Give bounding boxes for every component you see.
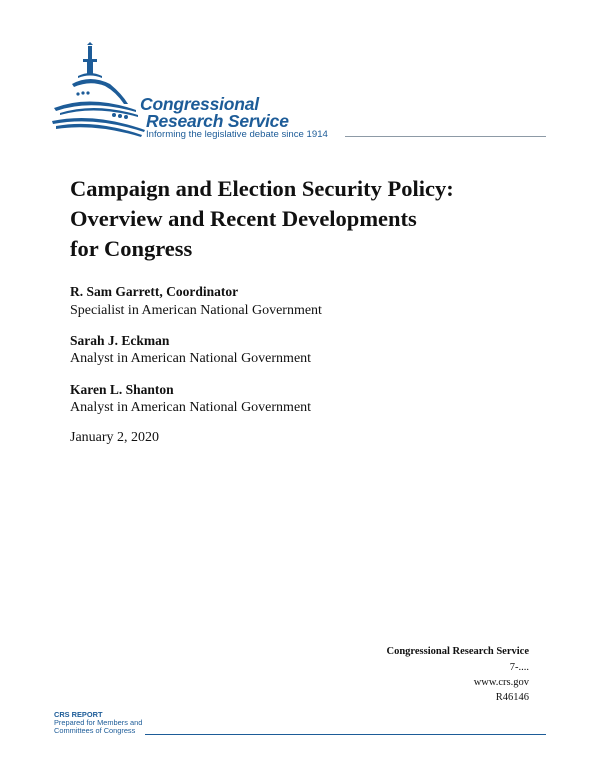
title-line: for Congress	[70, 236, 193, 261]
publisher-website[interactable]: www.crs.gov	[473, 677, 529, 688]
title-line: Campaign and Election Security Policy:	[70, 176, 454, 201]
publisher-phone: 7-....	[509, 662, 529, 673]
report-title: Campaign and Election Security Policy: O…	[70, 174, 454, 264]
author-role: Analyst in American National Government	[70, 400, 312, 415]
author-role: Analyst in American National Government	[70, 351, 312, 366]
footer-block: CRS REPORT Prepared for Members and Comm…	[54, 710, 143, 736]
report-number: R46146	[495, 692, 529, 703]
footer-label: CRS REPORT	[54, 710, 103, 719]
footer-divider	[145, 734, 546, 735]
footer-line2: Committees of Congress	[54, 726, 136, 736]
footer-line1: Prepared for Members and	[54, 718, 143, 728]
author-name: R. Sam Garrett, Coordinator	[70, 284, 239, 299]
logo-tagline: Informing the legislative debate since 1…	[146, 129, 328, 140]
author-name: Sarah J. Eckman	[70, 333, 170, 348]
logo-wordmark-line2: Research Service	[146, 111, 289, 131]
author-role: Specialist in American National Governme…	[70, 303, 322, 318]
report-date: January 2, 2020	[70, 430, 160, 445]
title-line: Overview and Recent Developments	[70, 206, 417, 231]
author-name: Karen L. Shanton	[70, 382, 174, 397]
logo-wordmark-line1: Congressional	[140, 94, 259, 114]
capitol-dome-logo-icon	[52, 42, 145, 137]
publisher-name: Congressional Research Service	[386, 646, 529, 657]
header-divider	[345, 136, 546, 138]
